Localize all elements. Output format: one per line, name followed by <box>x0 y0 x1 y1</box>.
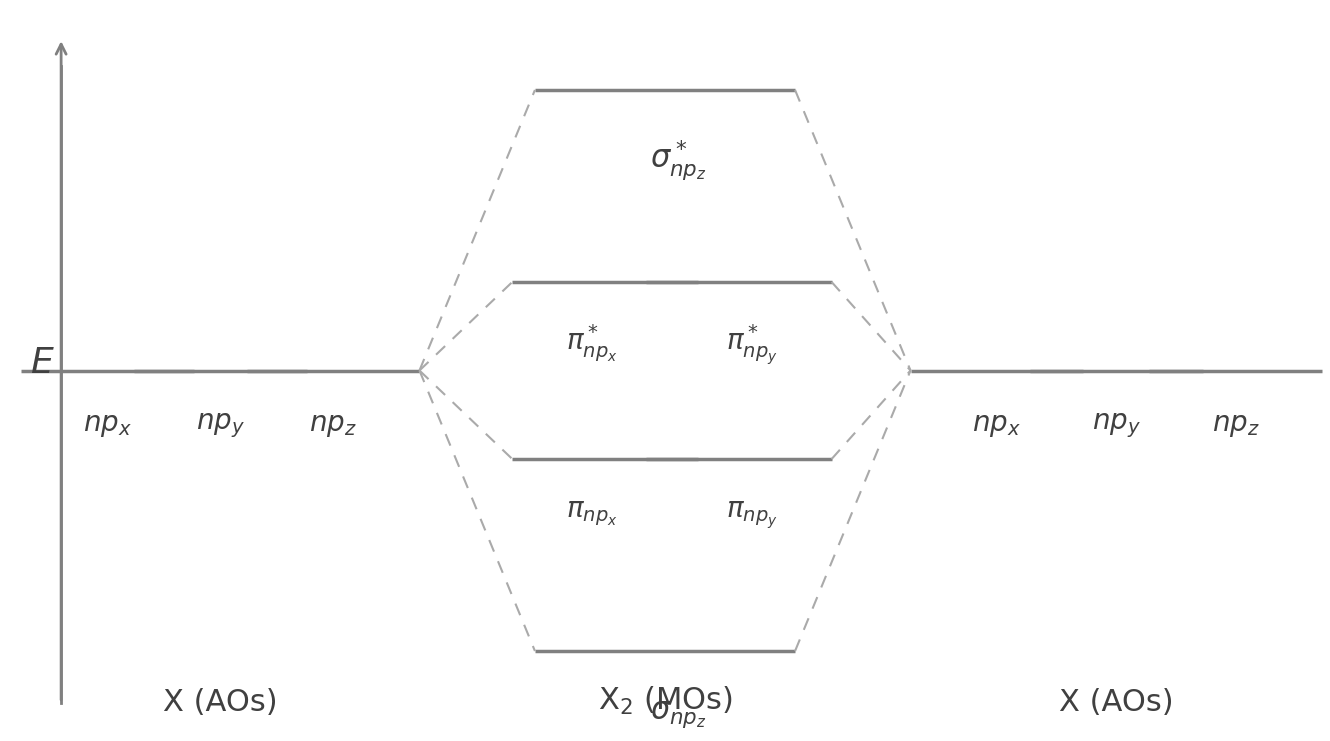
Text: $E$: $E$ <box>29 346 55 380</box>
Text: $np_z$: $np_z$ <box>310 411 356 439</box>
Text: $np_y$: $np_y$ <box>196 411 245 439</box>
Text: $\sigma^*_{np_z}$: $\sigma^*_{np_z}$ <box>650 138 706 183</box>
Text: X (AOs): X (AOs) <box>1059 688 1173 717</box>
Text: X$_2$ (MOs): X$_2$ (MOs) <box>597 685 733 717</box>
Text: $np_x$: $np_x$ <box>972 411 1021 439</box>
Text: $np_y$: $np_y$ <box>1092 411 1141 439</box>
Text: $\pi_{np_y}$: $\pi_{np_y}$ <box>726 499 778 531</box>
Text: $\pi_{np_x}$: $\pi_{np_x}$ <box>567 499 617 528</box>
Text: $np_x$: $np_x$ <box>82 411 132 439</box>
Text: $\sigma_{np_z}$: $\sigma_{np_z}$ <box>650 699 706 730</box>
Text: $np_z$: $np_z$ <box>1212 411 1260 439</box>
Text: $\pi^*_{np_x}$: $\pi^*_{np_x}$ <box>567 322 617 365</box>
Text: $\pi^*_{np_y}$: $\pi^*_{np_y}$ <box>726 322 778 367</box>
Text: X (AOs): X (AOs) <box>164 688 278 717</box>
